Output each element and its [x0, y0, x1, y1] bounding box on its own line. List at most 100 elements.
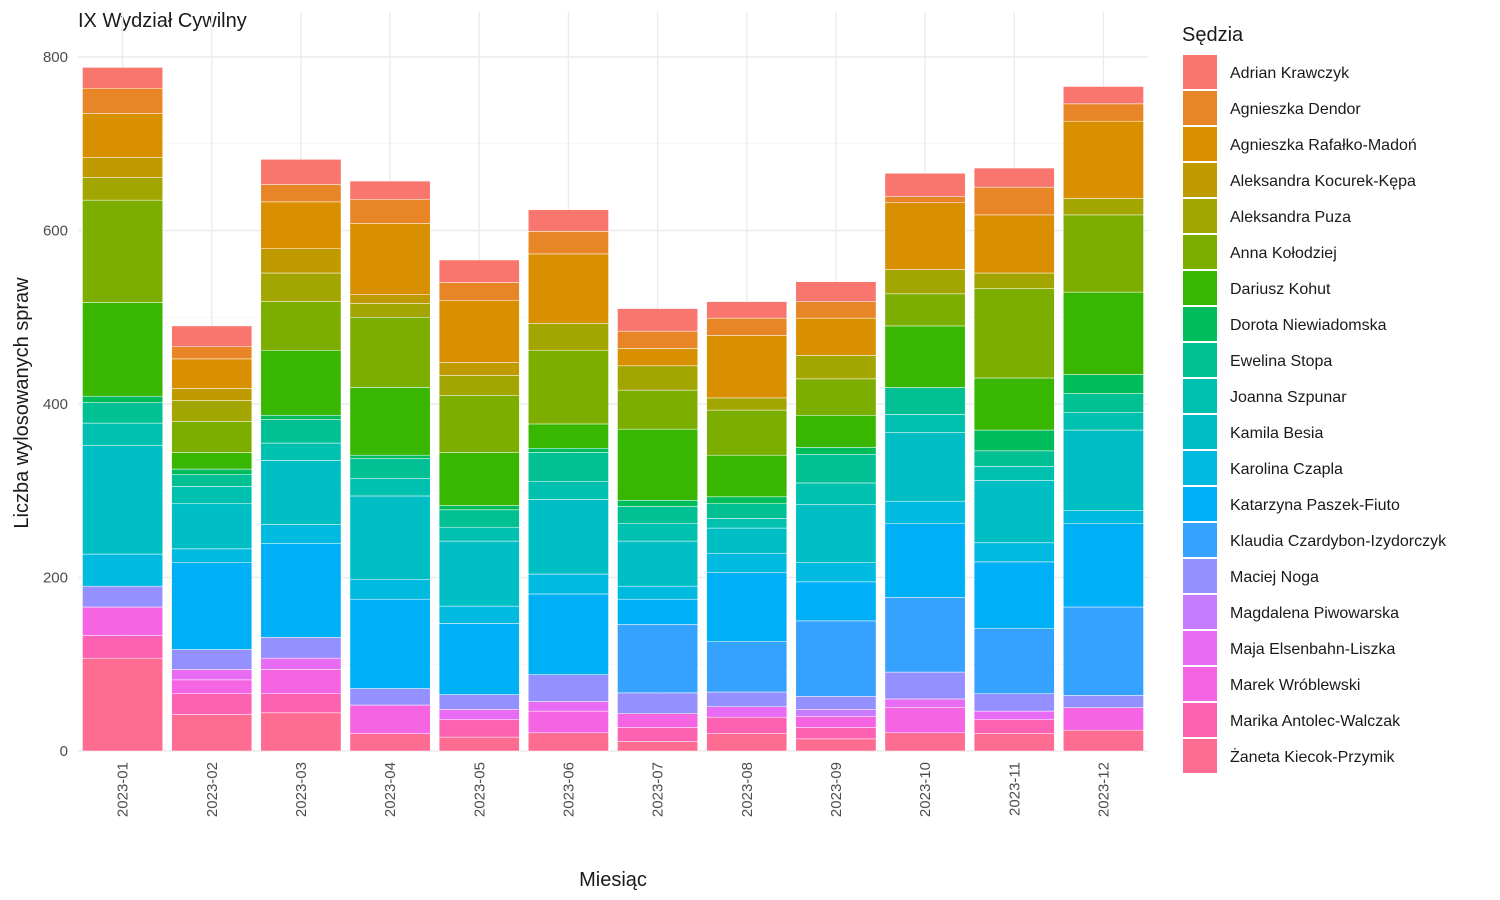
legend-swatch [1183, 595, 1217, 629]
x-tick-label: 2023-09 [828, 762, 845, 817]
legend-label: Marika Antolec-Walczak [1230, 713, 1401, 730]
legend-swatch [1183, 343, 1217, 377]
bar-segment [171, 503, 253, 550]
legend-items: Adrian Krawczyk Agnieszka Dendor Agnieszka… [1183, 55, 1447, 773]
bar-segment [438, 509, 520, 528]
bar-segment [260, 184, 342, 203]
bar-segment [973, 542, 1055, 563]
bar-segment [260, 543, 342, 638]
bar-segment [884, 196, 966, 203]
bar-segment [706, 335, 788, 399]
bar-segment [171, 669, 253, 681]
bar-segment [438, 605, 520, 624]
bar-segment [171, 679, 253, 694]
bar-segment [82, 157, 163, 178]
bar-segment [260, 272, 342, 302]
bar-segment [884, 432, 966, 502]
bar-segment [1063, 523, 1144, 608]
bar-segment [795, 415, 877, 448]
bar-segment [706, 496, 788, 505]
bar-segment [438, 736, 520, 752]
y-tick-label: 0 [60, 743, 68, 760]
bar-segment [617, 741, 698, 752]
bar-segment [260, 419, 342, 444]
bar-segment [706, 503, 788, 519]
bar-segment [884, 698, 966, 708]
bar-segment [795, 696, 877, 710]
bar-segment [349, 387, 431, 456]
bar-segment [973, 628, 1055, 694]
y-tick-label: 800 [43, 49, 68, 66]
legend-label: Adrian Krawczyk [1230, 65, 1350, 82]
bar-segment [617, 692, 698, 714]
bar-segment [171, 474, 253, 487]
bar-segment [795, 281, 877, 302]
bar-segment [973, 429, 1055, 452]
legend-label: Anna Kołodziej [1230, 245, 1337, 262]
legend-swatch [1183, 451, 1217, 485]
bar-segment [706, 691, 788, 708]
bar-segment [1063, 707, 1144, 731]
legend-swatch [1183, 559, 1217, 593]
bar-segment [528, 593, 609, 675]
bar-segment [795, 454, 877, 484]
bar-segment [82, 87, 163, 114]
bar-segment [260, 415, 342, 420]
bar-segment [617, 523, 698, 542]
chart-title: IX Wydział Cywilny [78, 10, 247, 32]
bar-segment [795, 727, 877, 740]
bar-segment [528, 209, 609, 232]
bar-segment [617, 506, 698, 524]
bar-segment [349, 733, 431, 752]
legend-label: Katarzyna Paszek-Fiuto [1230, 497, 1400, 514]
bar-segment [171, 400, 253, 422]
legend-swatch [1183, 307, 1217, 341]
bar-segment [260, 637, 342, 659]
legend-swatch [1183, 739, 1217, 773]
legend-label: Agnieszka Rafałko-Madoń [1230, 137, 1417, 154]
legend-label: Klaudia Czardybon-Izydorczyk [1230, 533, 1447, 550]
legend-label: Dorota Niewiadomska [1230, 317, 1387, 334]
bar-segment [884, 500, 966, 524]
bar-segment [1063, 374, 1144, 394]
bar-segment [528, 349, 609, 425]
x-tick-label: 2023-03 [293, 762, 310, 817]
bar-segment [1063, 393, 1144, 413]
bar-segment [438, 395, 520, 453]
legend-label: Aleksandra Kocurek-Kępa [1230, 173, 1416, 190]
legend-label: Agnieszka Dendor [1230, 101, 1361, 118]
bar-segment [884, 325, 966, 388]
bar-segment [528, 323, 609, 351]
bar-segment [973, 561, 1055, 629]
legend-swatch [1183, 199, 1217, 233]
bar-segment [171, 714, 253, 752]
bar-segment [973, 719, 1055, 734]
bar-segment [1063, 695, 1144, 708]
bar-segment [884, 732, 966, 752]
bar-segment [349, 303, 431, 318]
bar-segment [706, 527, 788, 554]
bar-segment [706, 572, 788, 642]
bar-segment [82, 422, 163, 446]
bar-segment [171, 325, 253, 347]
bar-segment [706, 317, 788, 336]
bar-segment [82, 606, 163, 636]
bar-segment [884, 172, 966, 197]
legend-swatch [1183, 703, 1217, 737]
bar-segment [795, 317, 877, 356]
bar-segment [528, 674, 609, 702]
legend-label: Joanna Szpunar [1230, 389, 1347, 406]
bar-segment [617, 540, 698, 587]
legend-swatch [1183, 379, 1217, 413]
bar-segment [884, 671, 966, 700]
bar-segment [795, 482, 877, 505]
y-axis-ticks: 0 200 400 600 800 [43, 49, 68, 760]
bar-segment [528, 499, 609, 575]
x-tick-label: 2023-06 [560, 762, 577, 817]
bar-segment [795, 709, 877, 717]
bar-segment [171, 358, 253, 389]
bar-segment [973, 710, 1055, 721]
bar-segment [528, 573, 609, 595]
bar-segment [528, 710, 609, 734]
x-tick-label: 2023-04 [382, 762, 399, 817]
